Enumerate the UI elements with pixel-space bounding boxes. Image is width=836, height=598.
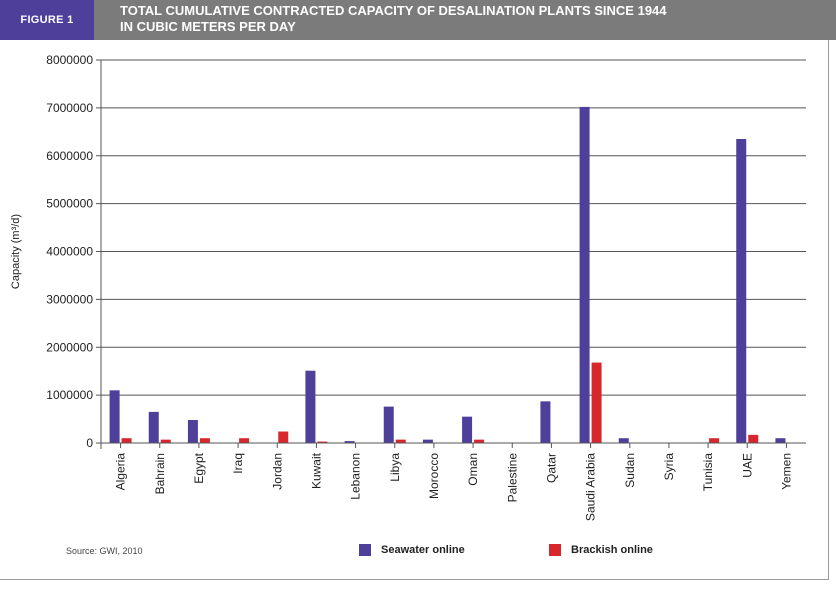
x-tick-label-jordan: Jordan	[270, 453, 284, 490]
x-tick-label-saudi-arabia: Saudi Arabia	[584, 453, 598, 521]
bar-brackish-kuwait	[317, 441, 328, 443]
bar-seawater-kuwait	[305, 370, 316, 443]
x-tick-label-bahrain: Bahrain	[153, 453, 167, 494]
legend-brackish-label: Brackish online	[571, 544, 653, 556]
figure-title-line-1: TOTAL CUMULATIVE CONTRACTED CAPACITY OF …	[120, 3, 667, 18]
legend-brackish-swatch	[549, 544, 561, 556]
source-note: Source: GWI, 2010	[66, 546, 143, 556]
legend-seawater-swatch	[359, 544, 371, 556]
x-tick-label-uae: UAE	[740, 453, 754, 478]
figure-title-line-2: IN CUBIC METERS PER DAY	[120, 19, 296, 34]
bar-seawater-libya	[383, 406, 394, 443]
legend-brackish: Brackish online	[549, 544, 653, 556]
figure-label: FIGURE 1	[0, 0, 94, 40]
bar-seawater-saudi-arabia	[579, 106, 590, 443]
y-tick-label-5: 5000000	[46, 197, 93, 211]
legend-seawater-label: Seawater online	[381, 544, 465, 556]
x-tick-label-oman: Oman	[466, 453, 480, 486]
bar-seawater-qatar	[540, 401, 551, 443]
bar-seawater-oman	[462, 416, 473, 443]
x-tick-label-morocco: Morocco	[427, 453, 441, 499]
frame-right-border	[828, 40, 829, 580]
x-tick-label-kuwait: Kuwait	[309, 452, 323, 489]
bar-seawater-sudan	[618, 438, 629, 443]
x-tick-label-tunisia: Tunisia	[701, 453, 715, 492]
x-tick-label-iraq: Iraq	[231, 453, 245, 474]
bar-brackish-egypt	[199, 438, 210, 443]
x-tick-label-lebanon: Lebanon	[349, 453, 363, 500]
bar-seawater-yemen	[775, 438, 786, 443]
y-tick-label-3: 3000000	[46, 292, 93, 306]
figure-title-box: TOTAL CUMULATIVE CONTRACTED CAPACITY OF …	[94, 0, 836, 40]
bar-brackish-algeria	[121, 438, 132, 443]
y-tick-label-7: 7000000	[46, 101, 93, 115]
bar-chart: 0 1000000 2000000 3000000 4000000 5000000 6000…	[10, 53, 806, 521]
x-tick-label-libya: Libya	[388, 453, 402, 482]
bar-brackish-bahrain	[160, 439, 171, 443]
bar-seawater-uae	[736, 138, 747, 443]
frame-bottom-border	[0, 579, 829, 580]
bar-brackish-saudi-arabia	[591, 362, 602, 443]
legend-seawater: Seawater online	[359, 544, 465, 556]
bar-seawater-lebanon	[344, 441, 355, 443]
x-tick-label-sudan: Sudan	[623, 453, 637, 488]
bar-brackish-libya	[395, 439, 406, 443]
bar-seawater-morocco	[422, 439, 433, 443]
figure-header: FIGURE 1 TOTAL CUMULATIVE CONTRACTED CAP…	[0, 0, 836, 40]
bar-seawater-algeria	[109, 390, 120, 443]
figure-title: TOTAL CUMULATIVE CONTRACTED CAPACITY OF …	[120, 3, 820, 35]
y-tick-label-0: 0	[86, 436, 93, 450]
x-tick-label-palestine: Palestine	[505, 453, 519, 503]
x-tick-label-yemen: Yemen	[779, 453, 793, 490]
bar-brackish-iraq	[239, 438, 250, 443]
bar-brackish-oman	[474, 439, 485, 443]
bar-seawater-egypt	[187, 420, 198, 443]
y-tick-label-2: 2000000	[46, 340, 93, 354]
x-tick-label-qatar: Qatar	[544, 453, 558, 483]
x-tick-label-algeria: Algeria	[114, 453, 128, 491]
x-tick-label-egypt: Egypt	[192, 452, 206, 483]
bar-brackish-uae	[748, 434, 759, 443]
y-axis-label: Capacity (m³/d)	[10, 214, 22, 289]
bar-brackish-tunisia	[709, 438, 720, 443]
y-tick-label-6: 6000000	[46, 149, 93, 163]
y-tick-label-1: 1000000	[46, 388, 93, 402]
y-tick-label-4: 4000000	[46, 245, 93, 259]
bar-seawater-bahrain	[148, 411, 159, 443]
x-tick-label-syria: Syria	[662, 453, 676, 481]
y-tick-label-8: 8000000	[46, 53, 93, 67]
bar-brackish-jordan	[278, 431, 289, 443]
